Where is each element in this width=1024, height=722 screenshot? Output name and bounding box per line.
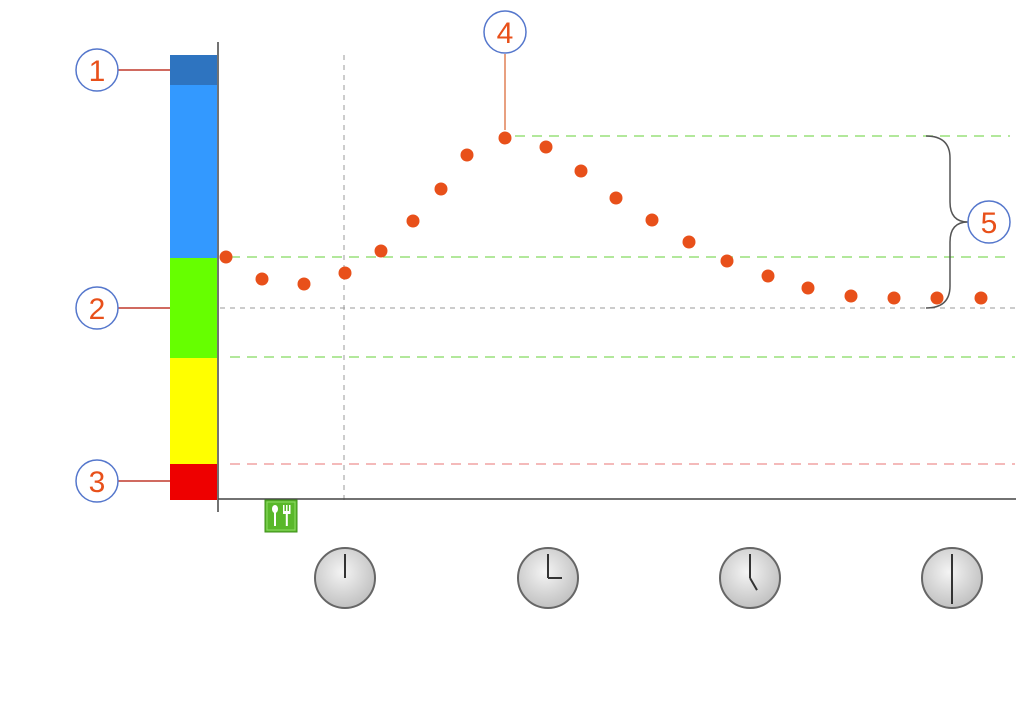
band-yellow [170, 358, 217, 464]
curve-dot [844, 289, 858, 303]
clock-3-icon [517, 547, 579, 609]
curve-dot [887, 291, 901, 305]
guide-lines [220, 55, 1015, 505]
callouts: 1 2 3 4 5 [75, 10, 1011, 503]
curve-dot [645, 213, 659, 227]
callout-3-circle [75, 459, 119, 503]
clock-5-icon [719, 547, 781, 609]
curve-dot [801, 281, 815, 295]
clock-6-icon [921, 547, 983, 609]
color-scale-bar [170, 55, 217, 500]
range-brace [925, 135, 969, 309]
curve-dot [574, 164, 588, 178]
curve-dot [539, 140, 553, 154]
curve-dot [930, 291, 944, 305]
curve-dot [297, 277, 311, 291]
clock-icons [314, 547, 983, 609]
callout-5-label: 5 [981, 207, 998, 240]
curve-dot [374, 244, 388, 258]
curve-dot [974, 291, 988, 305]
curve-dot [255, 272, 269, 286]
callout-4-label: 4 [497, 17, 514, 50]
curve-dot [338, 266, 352, 280]
curve-dot [609, 191, 623, 205]
callout-1-circle [75, 48, 119, 92]
curve-dot [434, 182, 448, 196]
band-dark-blue [170, 55, 217, 85]
curve-dot [460, 148, 474, 162]
callout-5-circle [967, 200, 1011, 244]
callout-3-label: 3 [89, 466, 106, 499]
curve-dot [406, 214, 420, 228]
curve-dot [720, 254, 734, 268]
curve-dot [761, 269, 775, 283]
callout-1-label: 1 [89, 55, 106, 88]
axes [217, 42, 1016, 512]
curve-dot [498, 131, 512, 145]
band-green [170, 258, 217, 358]
glucose-dots [219, 131, 988, 305]
callout-2-circle [75, 286, 119, 330]
clock-12-icon [314, 547, 376, 609]
curve-dot [682, 235, 696, 249]
band-blue [170, 85, 217, 258]
curve-dot [219, 250, 233, 264]
band-red [170, 464, 217, 500]
callout-4-circle [483, 10, 527, 54]
meal-icon [264, 499, 298, 533]
callout-2-label: 2 [89, 293, 106, 326]
